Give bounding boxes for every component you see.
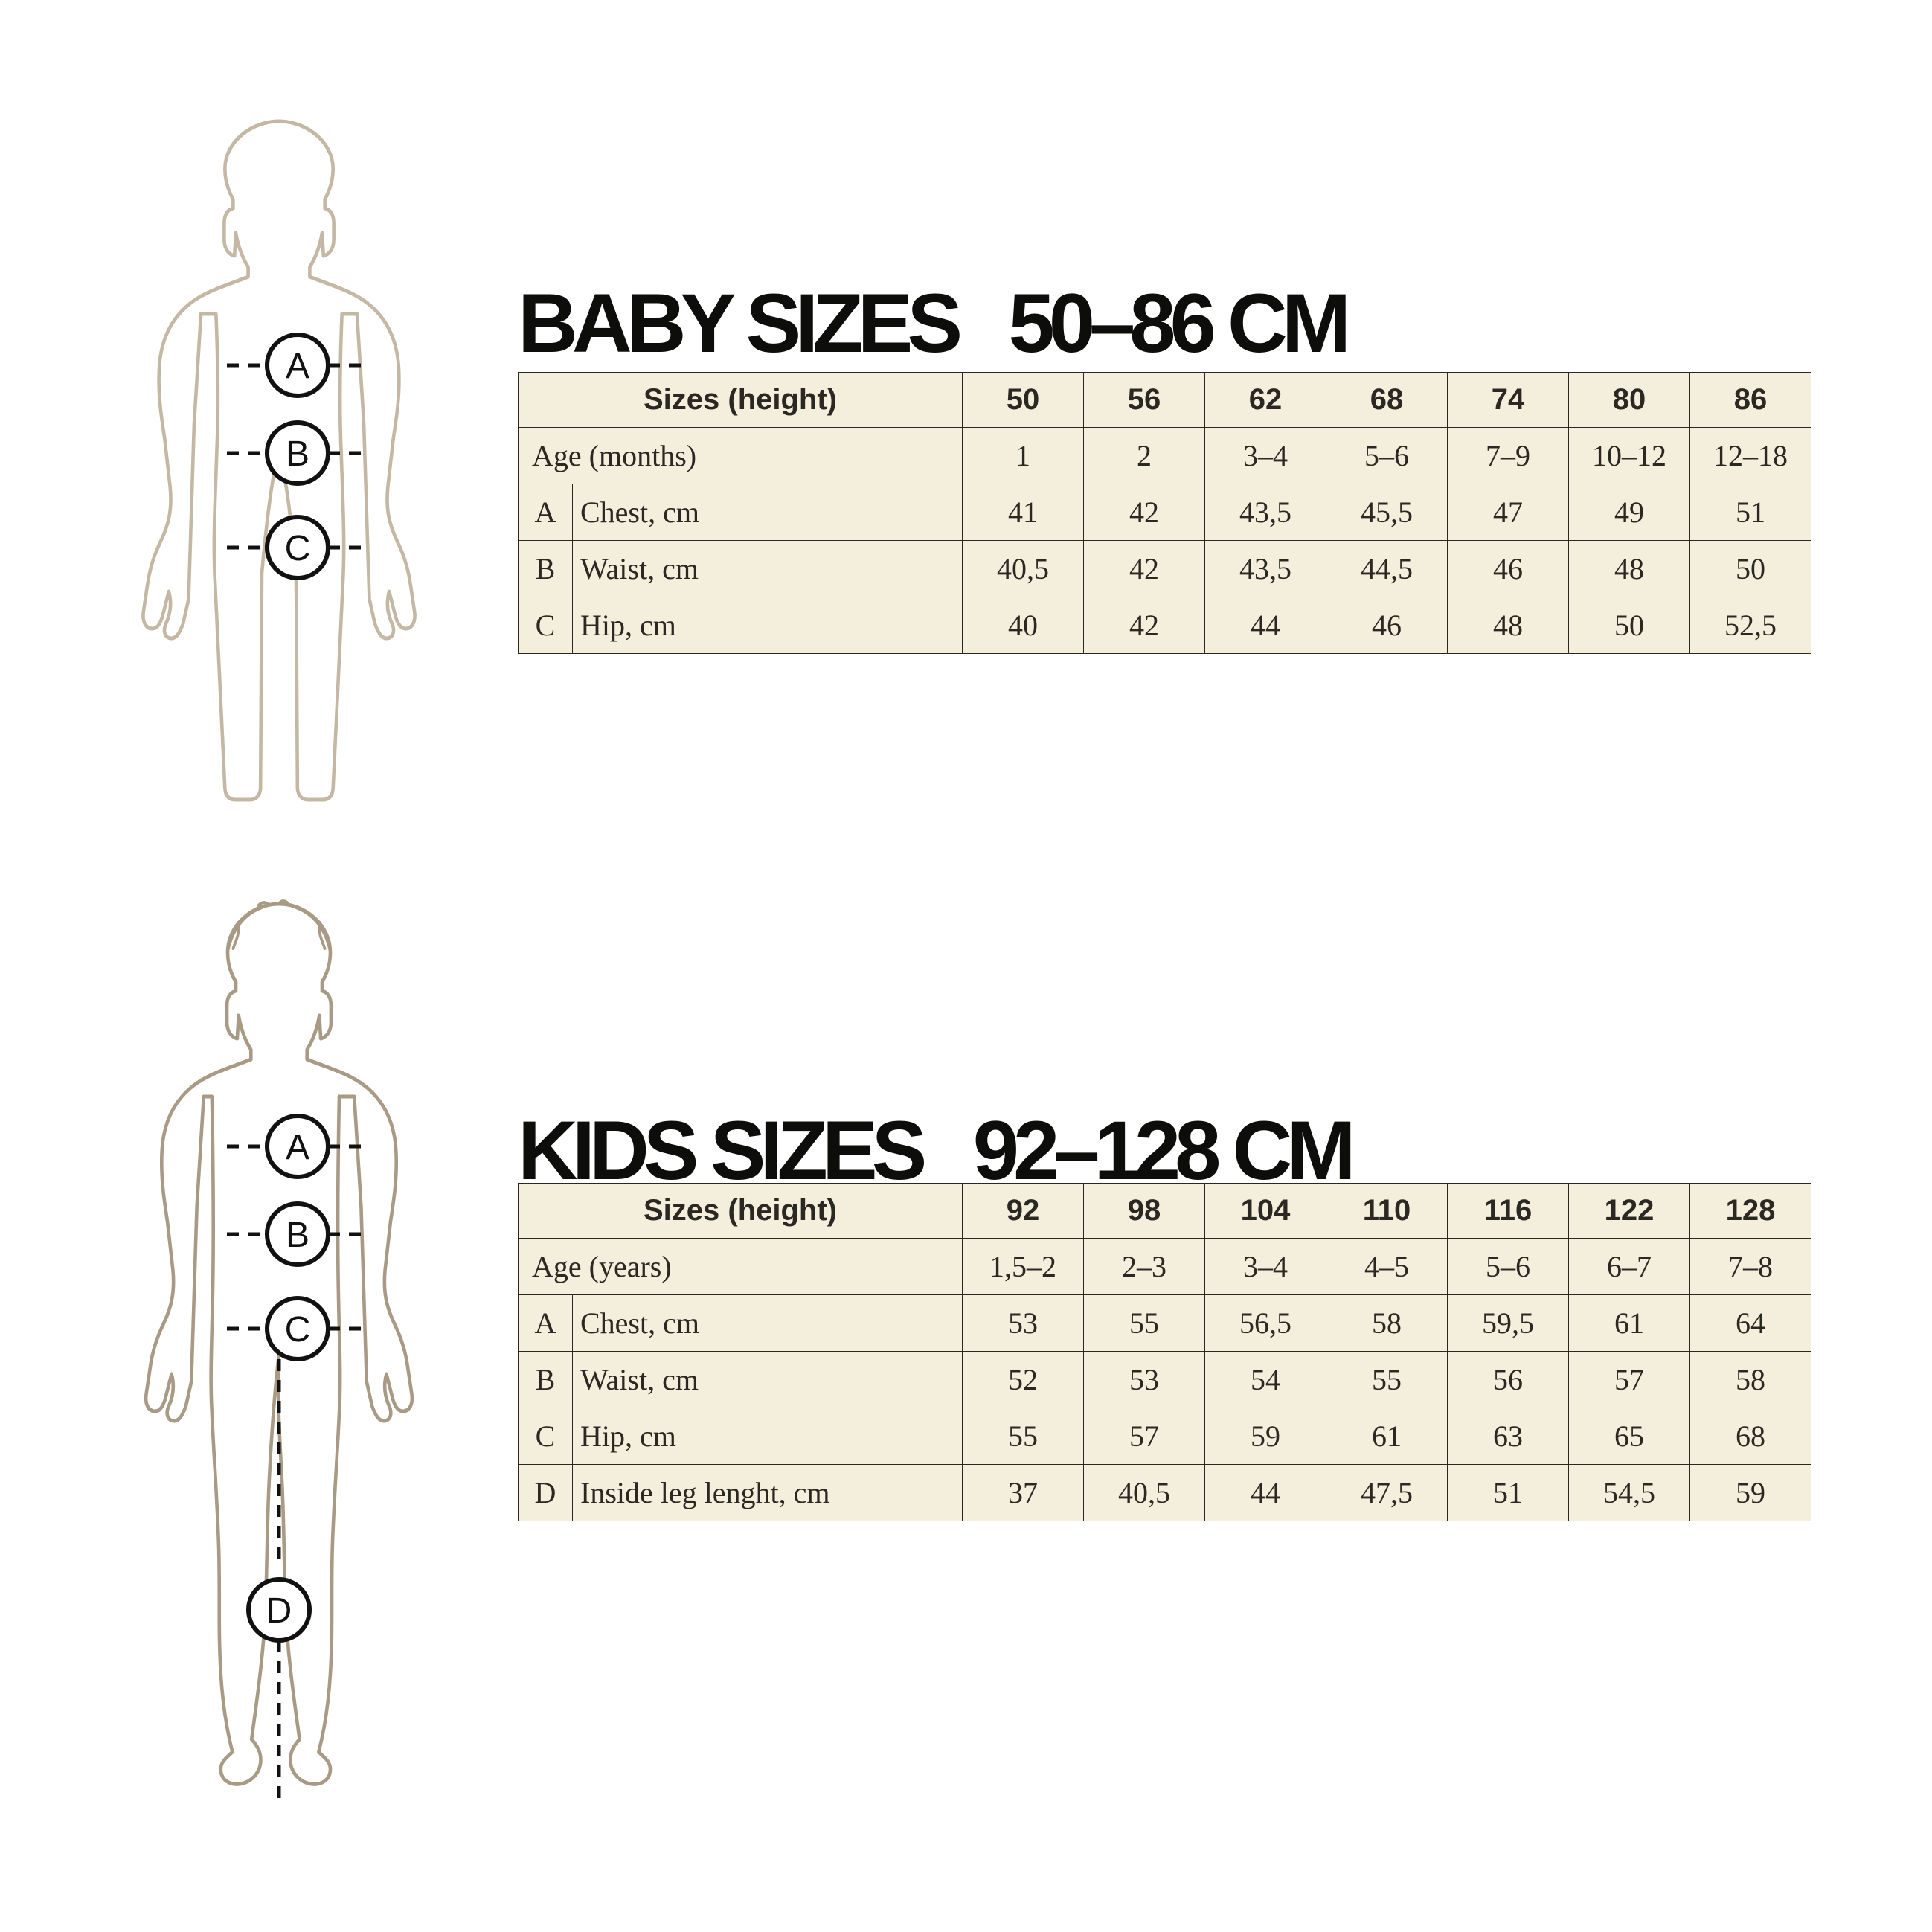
svg-text:C: C — [285, 529, 311, 568]
svg-text:B: B — [286, 434, 309, 474]
svg-text:C: C — [285, 1310, 311, 1349]
svg-text:D: D — [266, 1591, 292, 1631]
svg-text:B: B — [286, 1216, 309, 1255]
svg-text:A: A — [286, 1128, 309, 1167]
svg-text:A: A — [286, 347, 309, 386]
